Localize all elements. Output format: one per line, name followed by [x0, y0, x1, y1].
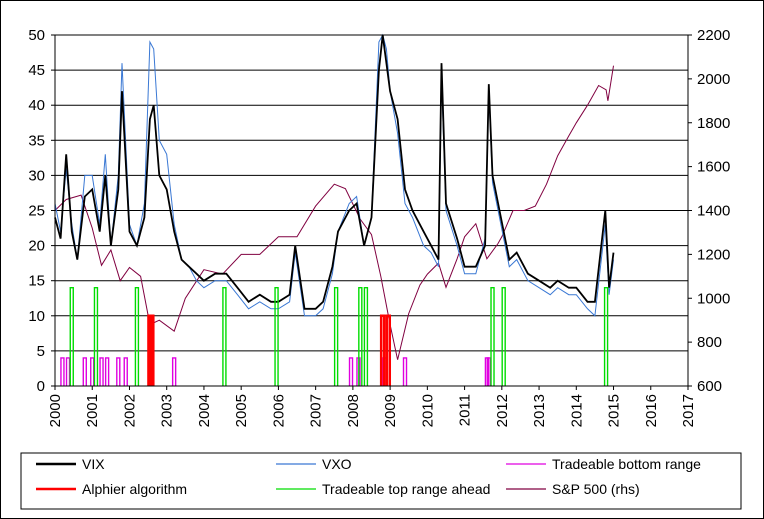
x-tick-label: 2004 — [196, 394, 213, 427]
x-tick-label: 2008 — [345, 394, 362, 427]
series-mark-tradeable-top-range-ahead — [603, 287, 609, 386]
x-tick-label: 2006 — [270, 394, 287, 427]
y-tick-label: 10 — [28, 308, 45, 325]
x-tick-label: 2007 — [308, 394, 325, 427]
series-mark-tradeable-top-range-ahead — [363, 287, 369, 386]
x-tick-label: 2011 — [457, 394, 474, 426]
y2-tick-label: 1800 — [697, 115, 730, 132]
series-mark-tradeable-bottom-range — [486, 357, 491, 386]
y2-tick-label: 1400 — [697, 203, 730, 220]
legend-label: Tradeable bottom range — [552, 456, 701, 472]
x-tick-label: 2016 — [643, 394, 660, 427]
x-tick-label: 2017 — [680, 394, 697, 427]
legend-label: Tradeable top range ahead — [322, 481, 490, 497]
series-mark-tradeable-bottom-range — [171, 357, 177, 386]
x-tick-label: 2000 — [47, 394, 64, 427]
y2-tick-label: 600 — [697, 378, 722, 395]
x-tick-label: 2001 — [84, 394, 101, 427]
series-mark-tradeable-bottom-range — [104, 357, 110, 386]
x-tick-label: 2012 — [494, 394, 511, 427]
x-tick-label: 2010 — [419, 394, 436, 427]
legend-label: VXO — [322, 456, 352, 472]
y-axis-left: 0 5 10 15 20 25 30 35 40 45 50 — [28, 27, 55, 395]
y-tick-label: 40 — [28, 97, 45, 114]
series-mark-tradeable-bottom-range — [348, 357, 354, 386]
y-tick-label: 5 — [37, 343, 45, 360]
y-axis-right: 600 800 1000 1200 1400 1600 1800 2000 2200 — [688, 27, 730, 395]
y-tick-label: 20 — [28, 238, 45, 255]
series-mark-alphier-algorithm — [149, 314, 155, 386]
y2-tick-label: 1000 — [697, 290, 730, 307]
series-mark-tradeable-top-range-ahead — [358, 287, 363, 386]
y-tick-label: 45 — [28, 62, 45, 79]
series-mark-tradeable-top-range-ahead — [222, 287, 227, 386]
x-tick-label: 2005 — [233, 394, 250, 427]
series-mark-tradeable-top-range-ahead — [274, 287, 279, 386]
series-line-s-p-500-rhs- — [54, 65, 614, 360]
legend-label: VIX — [82, 456, 105, 472]
y2-tick-label: 1600 — [697, 159, 730, 176]
series-mark-alphier-algorithm — [379, 314, 386, 386]
series-mark-tradeable-top-range-ahead — [490, 287, 495, 386]
y2-tick-label: 800 — [697, 334, 722, 351]
y-tick-label: 30 — [28, 167, 45, 184]
legend-label: Alphier algorithm — [82, 481, 187, 497]
series-mark-tradeable-bottom-range — [116, 357, 121, 386]
series-mark-tradeable-top-range-ahead — [501, 287, 506, 386]
x-tick-label: 2002 — [121, 394, 138, 427]
y-tick-label: 25 — [28, 203, 45, 220]
x-tick-label: 2015 — [606, 394, 623, 427]
legend-box — [20, 452, 742, 510]
series-line-vix — [54, 34, 615, 310]
y-tick-label: 50 — [28, 27, 45, 44]
y2-tick-label: 1200 — [697, 246, 730, 263]
series-mark-tradeable-bottom-range — [65, 357, 71, 386]
x-tick-label: 2003 — [159, 394, 176, 427]
series-mark-tradeable-top-range-ahead — [333, 287, 339, 386]
y-tick-label: 0 — [37, 378, 45, 395]
gridlines — [55, 34, 688, 387]
series-mark-alphier-algorithm — [385, 314, 392, 386]
x-tick-label: 2009 — [382, 394, 399, 427]
series-mark-tradeable-top-range-ahead — [134, 287, 140, 386]
y-tick-label: 15 — [28, 273, 45, 290]
series-mark-tradeable-bottom-range — [60, 357, 65, 386]
x-tick-label: 2014 — [568, 394, 585, 427]
series-mark-tradeable-top-range-ahead — [93, 287, 99, 386]
y2-tick-label: 2200 — [697, 27, 730, 44]
series-mark-tradeable-bottom-range — [123, 357, 128, 386]
series-mark-tradeable-bottom-range — [90, 357, 95, 386]
series-mark-tradeable-top-range-ahead — [69, 287, 74, 386]
legend: VIX VXO Tradeable bottom range Alphier algo… — [36, 456, 701, 497]
series-group — [54, 33, 615, 386]
series-mark-tradeable-bottom-range — [82, 357, 87, 386]
x-tick-label: 2013 — [531, 394, 548, 427]
series-mark-tradeable-bottom-range — [99, 357, 104, 386]
series-mark-tradeable-bottom-range — [402, 357, 408, 386]
y-tick-label: 35 — [28, 132, 45, 149]
x-axis: 2000 2001 2002 2003 2004 2005 2006 2007 2008 2009… — [47, 386, 697, 427]
y2-tick-label: 2000 — [697, 71, 730, 88]
legend-label: S&P 500 (rhs) — [552, 481, 640, 497]
